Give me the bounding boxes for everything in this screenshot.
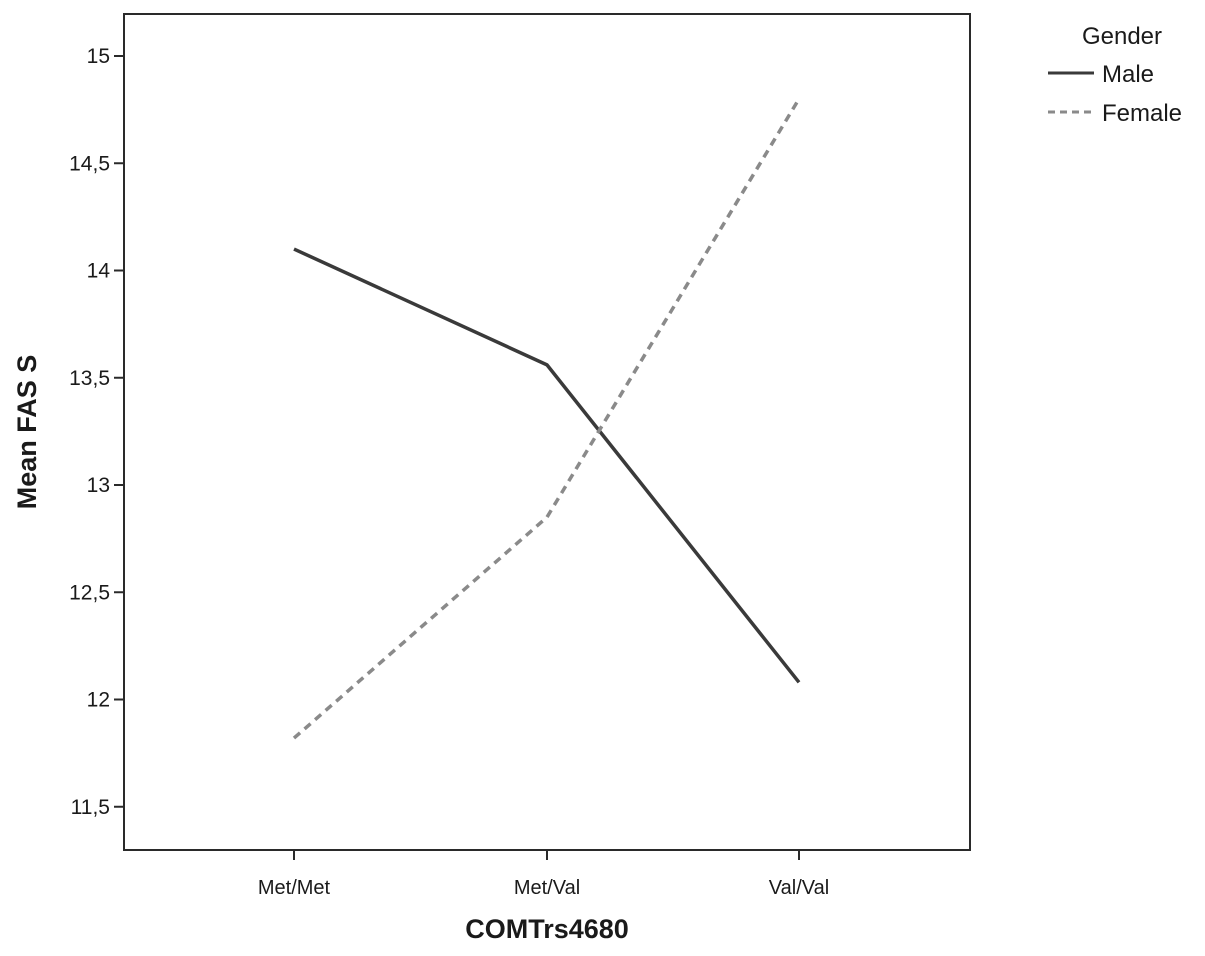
y-tick-label: 14,5	[69, 152, 110, 175]
y-tick-label: 12,5	[69, 581, 110, 604]
series-line-female	[292, 97, 801, 740]
y-tick-label: 14	[87, 260, 111, 283]
x-tick-label: Met/Met	[258, 877, 331, 899]
y-tick-label: 15	[87, 45, 110, 68]
y-axis-title: Mean FAS S	[12, 355, 42, 510]
x-axis: Met/Met Met/Val Val/Val	[258, 850, 829, 899]
legend-title: Gender	[1082, 23, 1162, 50]
x-tick-label: Val/Val	[769, 877, 829, 899]
series-line-male	[293, 247, 801, 684]
x-axis-title: COMTrs4680	[465, 914, 629, 944]
y-tick-label: 11,5	[71, 796, 110, 819]
legend-label-female: Female	[1102, 100, 1182, 127]
x-tick-label: Met/Val	[514, 877, 580, 899]
legend: Gender Male Female	[1048, 23, 1182, 127]
plot-frame	[123, 13, 971, 851]
legend-label-male: Male	[1102, 61, 1154, 88]
y-tick-label: 13	[87, 474, 110, 497]
y-tick-label: 13,5	[69, 367, 110, 390]
y-axis: 11,5 12 12,5 13 13,5 14 14,5 15	[69, 45, 124, 819]
y-tick-label: 12	[87, 689, 110, 712]
series-layer	[292, 97, 801, 740]
